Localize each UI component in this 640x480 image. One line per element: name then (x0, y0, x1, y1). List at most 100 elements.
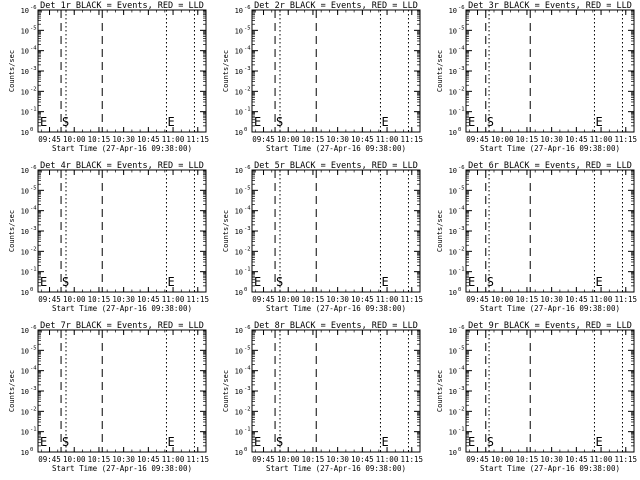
y-axis-label: Counts/sec (8, 210, 16, 252)
y-tick-label: 10 (449, 48, 457, 56)
x-tick-label: 10:15 (302, 295, 325, 304)
x-tick-label: 09:45 (466, 135, 489, 144)
marker-label-E: E (381, 275, 388, 289)
plot-frame (465, 329, 635, 453)
y-tick-exponent: -5 (244, 345, 251, 351)
x-tick-label: 10:30 (112, 295, 135, 304)
x-tick-label: 10:15 (88, 295, 111, 304)
y-tick-label: 10 (21, 228, 29, 236)
y-tick-label: 10 (235, 88, 243, 96)
x-tick-label: 10:45 (351, 295, 374, 304)
y-tick-exponent: -1 (458, 107, 465, 113)
marker-label-S: S (487, 115, 494, 129)
y-tick-exponent: -5 (244, 185, 251, 191)
x-tick-label: 11:15 (400, 135, 423, 144)
x-tick-label: 11:15 (186, 455, 209, 464)
y-tick-label: 10 (21, 289, 29, 297)
y-tick-exponent: -4 (244, 206, 251, 212)
y-tick-label: 10 (21, 109, 29, 117)
y-tick-label: 10 (235, 109, 243, 117)
y-tick-exponent: -1 (244, 107, 251, 113)
y-tick-exponent: -3 (458, 66, 465, 72)
marker-label-E: E (381, 435, 388, 449)
y-tick-label: 10 (235, 449, 243, 457)
marker-label-S: S (487, 275, 494, 289)
y-tick-exponent: 0 (30, 447, 33, 453)
marker-label-E: E (167, 435, 174, 449)
y-tick-exponent: -3 (244, 386, 251, 392)
x-tick-label: 10:15 (302, 135, 325, 144)
y-tick-exponent: -4 (30, 366, 37, 372)
y-tick-label: 10 (235, 289, 243, 297)
y-tick-exponent: 0 (458, 447, 461, 453)
y-tick-label: 10 (21, 429, 29, 437)
y-tick-label: 10 (21, 388, 29, 396)
y-tick-label: 10 (21, 208, 29, 216)
y-tick-exponent: -2 (244, 246, 251, 252)
x-tick-label: 09:45 (252, 455, 275, 464)
x-axis-label: Start Time (27-Apr-16 09:38:00) (480, 144, 620, 153)
marker-label-S: S (62, 115, 69, 129)
y-axis-label: Counts/sec (222, 370, 230, 412)
x-tick-label: 09:45 (38, 135, 61, 144)
x-tick-label: 09:45 (466, 455, 489, 464)
y-tick-label: 10 (449, 449, 457, 457)
x-tick-label: 10:15 (88, 135, 111, 144)
y-tick-label: 10 (21, 88, 29, 96)
y-tick-exponent: -6 (30, 165, 37, 171)
x-tick-label: 10:00 (491, 135, 514, 144)
y-axis-label: Counts/sec (436, 50, 444, 92)
x-axis-label: Start Time (27-Apr-16 09:38:00) (266, 464, 406, 473)
y-tick-exponent: -6 (458, 325, 465, 331)
y-tick-exponent: -1 (458, 427, 465, 433)
x-tick-label: 10:15 (516, 455, 539, 464)
y-tick-label: 10 (235, 167, 243, 175)
x-tick-label: 10:30 (540, 295, 563, 304)
marker-label-E: E (468, 115, 475, 129)
y-axis-label: Counts/sec (436, 370, 444, 412)
x-tick-label: 11:15 (614, 455, 637, 464)
y-tick-exponent: 0 (244, 287, 247, 293)
panel-title: Det 8r BLACK = Events, RED = LLD (254, 321, 418, 331)
marker-label-E: E (595, 115, 602, 129)
y-tick-exponent: -6 (30, 5, 37, 11)
x-tick-label: 10:30 (540, 455, 563, 464)
y-tick-label: 10 (449, 109, 457, 117)
marker-label-S: S (62, 435, 69, 449)
y-tick-exponent: -5 (30, 25, 37, 31)
panel-title: Det 2r BLACK = Events, RED = LLD (254, 1, 418, 11)
x-tick-label: 10:45 (565, 455, 588, 464)
plot-frame (465, 9, 635, 133)
x-axis-label: Start Time (27-Apr-16 09:38:00) (480, 304, 620, 313)
x-axis-label: Start Time (27-Apr-16 09:38:00) (52, 304, 192, 313)
x-tick-label: 09:45 (38, 455, 61, 464)
y-tick-label: 10 (21, 68, 29, 76)
y-tick-exponent: -5 (244, 25, 251, 31)
y-tick-label: 10 (235, 7, 243, 15)
y-tick-label: 10 (449, 68, 457, 76)
x-tick-label: 10:15 (516, 135, 539, 144)
y-tick-label: 10 (449, 429, 457, 437)
y-tick-exponent: -6 (244, 5, 251, 11)
y-tick-label: 10 (21, 187, 29, 195)
y-tick-exponent: -2 (458, 86, 465, 92)
y-axis-label: Counts/sec (222, 210, 230, 252)
y-tick-exponent: -5 (458, 185, 465, 191)
y-tick-label: 10 (21, 167, 29, 175)
y-tick-exponent: -1 (244, 427, 251, 433)
x-tick-label: 09:45 (252, 295, 275, 304)
y-tick-label: 10 (235, 327, 243, 335)
plot-frame (465, 169, 635, 293)
y-tick-exponent: -4 (458, 206, 465, 212)
marker-label-E: E (595, 275, 602, 289)
x-tick-label: 10:45 (565, 295, 588, 304)
y-tick-label: 10 (235, 408, 243, 416)
x-tick-label: 11:00 (376, 135, 399, 144)
x-axis-label: Start Time (27-Apr-16 09:38:00) (52, 464, 192, 473)
y-tick-label: 10 (449, 327, 457, 335)
y-tick-exponent: -6 (458, 165, 465, 171)
y-tick-exponent: -4 (244, 366, 251, 372)
y-tick-label: 10 (235, 347, 243, 355)
